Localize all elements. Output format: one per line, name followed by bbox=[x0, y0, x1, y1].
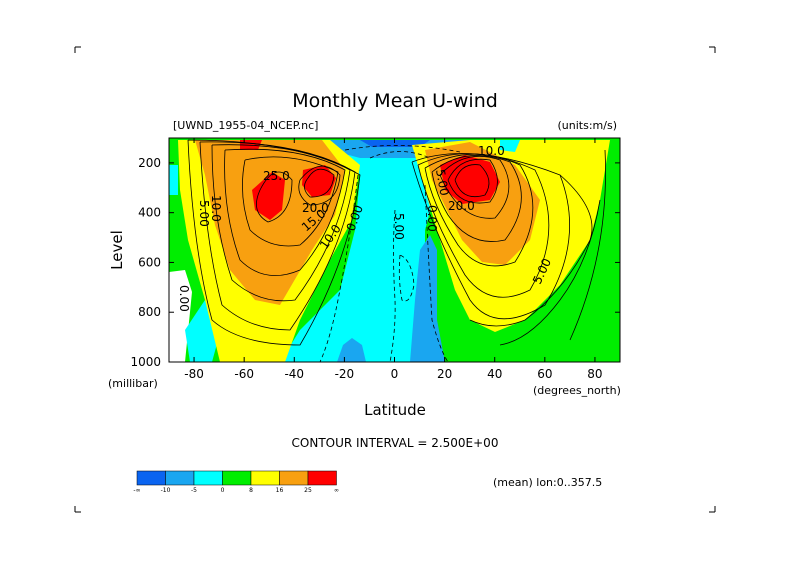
colorbar-swatch bbox=[222, 470, 252, 486]
y-tick-label: 200 bbox=[138, 156, 161, 170]
easterly-core-left bbox=[337, 338, 366, 362]
x-units-label: (degrees_north) bbox=[533, 384, 621, 397]
mean-text: (mean) lon:0..357.5 bbox=[493, 476, 602, 489]
x-axis: -80 -60 -40 -20 0 20 40 60 80 bbox=[184, 138, 603, 381]
chart-title: Monthly Mean U-wind bbox=[292, 90, 498, 112]
southern-core-b bbox=[302, 165, 336, 197]
x-tick-label: -60 bbox=[234, 367, 254, 381]
contour-interval-text: CONTOUR INTERVAL = 2.500E+00 bbox=[292, 436, 499, 450]
colorbar-swatch bbox=[165, 470, 195, 486]
contour-lines-dashed bbox=[319, 145, 461, 362]
contour-label: 10.0 bbox=[478, 144, 505, 158]
colorbar-label: -10 bbox=[161, 487, 171, 494]
colorbar-label: ∞ bbox=[334, 487, 339, 494]
y-tick-label: 600 bbox=[138, 255, 161, 269]
contour-label: 5.00 bbox=[197, 200, 211, 227]
y-tick-label: 1000 bbox=[130, 355, 161, 369]
x-tick-label: 40 bbox=[487, 367, 502, 381]
colorbar-label: -5 bbox=[191, 487, 197, 494]
x-tick-label: 60 bbox=[537, 367, 552, 381]
crop-marks bbox=[74, 46, 716, 513]
dataset-label: [UWND_1955-04_NCEP.nc] bbox=[173, 119, 318, 132]
contour-label: 20.0 bbox=[448, 199, 475, 213]
northern-core bbox=[440, 155, 500, 204]
contour-lines bbox=[187, 139, 606, 346]
southern-core-a bbox=[252, 172, 285, 220]
colorbar-label: 0 bbox=[221, 487, 225, 494]
y-tick-label: 400 bbox=[138, 206, 161, 220]
colorbar-label: -∞ bbox=[133, 487, 140, 494]
contour-label: 0.00 bbox=[425, 205, 439, 232]
contour-label: 5.00 bbox=[392, 213, 406, 240]
contour-label: 25.0 bbox=[263, 169, 290, 183]
colorbar-swatch bbox=[307, 470, 337, 486]
colorbar-swatch bbox=[193, 470, 223, 486]
x-tick-label: 20 bbox=[437, 367, 452, 381]
colorbar: -∞ -10 -5 0 8 16 25 ∞ bbox=[133, 470, 339, 494]
contour-label: 10.0 bbox=[209, 195, 223, 222]
x-tick-label: 80 bbox=[587, 367, 602, 381]
y-units-label: (millibar) bbox=[108, 377, 158, 390]
colorbar-swatch bbox=[250, 470, 280, 486]
colorbar-swatch bbox=[136, 470, 166, 486]
units-label: (units:m/s) bbox=[558, 119, 618, 132]
x-tick-label: -80 bbox=[184, 367, 204, 381]
x-tick-label: 0 bbox=[391, 367, 399, 381]
contour-label: 20.0 bbox=[302, 201, 329, 215]
y-axis: 200 400 600 800 1000 bbox=[130, 156, 620, 369]
y-tick-label: 800 bbox=[138, 305, 161, 319]
colorbar-swatch bbox=[279, 470, 309, 486]
contour-label: 0.00 bbox=[177, 285, 191, 312]
colorbar-label: 25 bbox=[304, 487, 312, 494]
y-axis-label: Level bbox=[108, 230, 126, 270]
colorbar-label: 8 bbox=[249, 487, 253, 494]
x-axis-label: Latitude bbox=[364, 401, 426, 419]
colorbar-label: 16 bbox=[276, 487, 284, 494]
easterly-core-center bbox=[410, 235, 445, 362]
x-tick-label: -20 bbox=[335, 367, 355, 381]
contour-label: 5.00 bbox=[433, 168, 451, 197]
x-tick-label: -40 bbox=[284, 367, 304, 381]
